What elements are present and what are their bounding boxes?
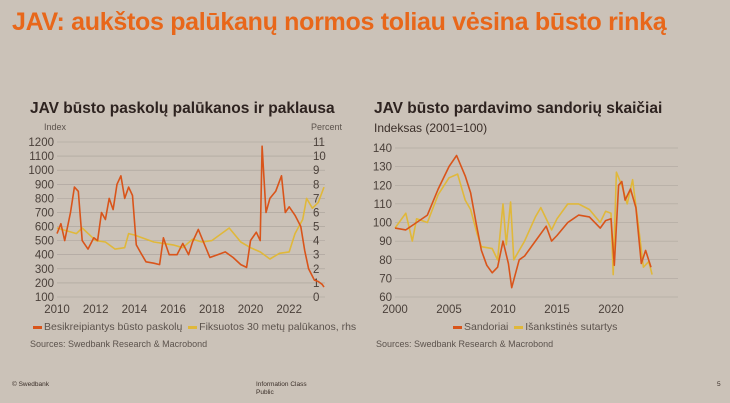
- footer-copyright: © Swedbank: [12, 381, 49, 388]
- series-line-orange: [56, 145, 325, 288]
- chart1-y2label: Percent: [311, 122, 343, 132]
- y2-tick-label: 11: [313, 137, 325, 149]
- y-tick-label: 700: [35, 207, 54, 219]
- y-tick-label: 1200: [28, 137, 54, 149]
- x-tick-label: 2010: [44, 304, 70, 316]
- y2-tick-label: 2: [313, 264, 319, 276]
- y-tick-label: 800: [35, 193, 54, 205]
- legend-label: Fiksuotos 30 metų palūkanos, rhs: [199, 321, 357, 333]
- y2-tick-label: 6: [313, 207, 319, 219]
- x-tick-label: 2020: [238, 304, 264, 316]
- chart2-ylabel: Indeksas (2001=100): [374, 121, 488, 135]
- y2-tick-label: 3: [313, 250, 319, 262]
- x-tick-label: 2005: [436, 304, 462, 316]
- y-tick-label: 1100: [29, 151, 54, 163]
- footer-page-number: 5: [717, 381, 721, 388]
- y2-tick-label: 7: [313, 193, 319, 205]
- y-tick-label: 500: [35, 236, 54, 248]
- y2-tick-label: 9: [313, 165, 319, 177]
- chart2-source: Sources: Swedbank Research & Macrobond: [376, 339, 554, 349]
- chart1-legend: Besikreipiantys būsto paskolų Fiksuotos …: [33, 321, 356, 333]
- y2-tick-label: 4: [313, 236, 320, 248]
- chart1-source: Sources: Swedbank Research & Macrobond: [30, 339, 208, 349]
- legend-label: Išankstinės sutartys: [525, 321, 618, 333]
- x-tick-label: 2000: [382, 304, 408, 316]
- legend-swatch-yellow: [514, 325, 524, 329]
- y-tick-label: 60: [379, 292, 392, 304]
- chart1-title: JAV būsto paskolų palūkanos ir paklausa: [30, 100, 335, 117]
- y2-tick-label: 0: [313, 292, 319, 304]
- series-line-orange: [394, 154, 652, 289]
- x-tick-label: 2015: [544, 304, 570, 316]
- y2-tick-label: 5: [313, 222, 319, 234]
- y-tick-label: 130: [373, 162, 392, 174]
- x-tick-label: 2020: [598, 304, 624, 316]
- x-tick-label: 2014: [122, 304, 148, 316]
- slide-title: JAV: aukštos palūkanų normos toliau vėsi…: [12, 8, 667, 36]
- y2-tick-label: 10: [313, 151, 326, 163]
- chart2-title: JAV būsto pardavimo sandorių skaičiai: [374, 100, 663, 117]
- x-tick-label: 2018: [199, 304, 225, 316]
- y-tick-label: 300: [35, 264, 54, 276]
- footer-info-value: Public: [256, 389, 274, 396]
- legend-swatch-yellow: [188, 325, 198, 329]
- y-tick-label: 70: [379, 273, 392, 285]
- legend-label: Sandoriai: [464, 321, 509, 333]
- x-tick-label: 2016: [160, 304, 186, 316]
- series-line-yellow: [394, 171, 653, 276]
- y-tick-label: 110: [374, 199, 392, 211]
- y-tick-label: 400: [35, 250, 54, 262]
- y-tick-label: 120: [373, 180, 392, 192]
- x-tick-label: 2022: [276, 304, 302, 316]
- series-line-yellow: [56, 186, 325, 260]
- y2-tick-label: 8: [313, 179, 319, 191]
- y-tick-label: 1000: [28, 165, 54, 177]
- y-tick-label: 200: [35, 278, 54, 290]
- x-tick-label: 2012: [83, 304, 109, 316]
- y-tick-label: 90: [379, 236, 392, 248]
- footer-info-class: Information Class: [256, 381, 307, 388]
- legend-label: Besikreipiantys būsto paskolų: [44, 321, 183, 333]
- y-tick-label: 600: [35, 222, 54, 234]
- legend-swatch-orange: [33, 325, 42, 329]
- y-tick-label: 100: [373, 218, 392, 230]
- y-tick-label: 900: [35, 179, 54, 191]
- legend-swatch-orange: [453, 325, 462, 329]
- y-tick-label: 100: [35, 292, 54, 304]
- y2-tick-label: 1: [313, 278, 319, 290]
- chart2-legend: Sandoriai Išankstinės sutartys: [453, 321, 617, 333]
- chart1-ylabel: Index: [44, 122, 67, 132]
- y-tick-label: 80: [379, 255, 392, 267]
- x-tick-label: 2010: [490, 304, 516, 316]
- y-tick-label: 140: [373, 143, 392, 155]
